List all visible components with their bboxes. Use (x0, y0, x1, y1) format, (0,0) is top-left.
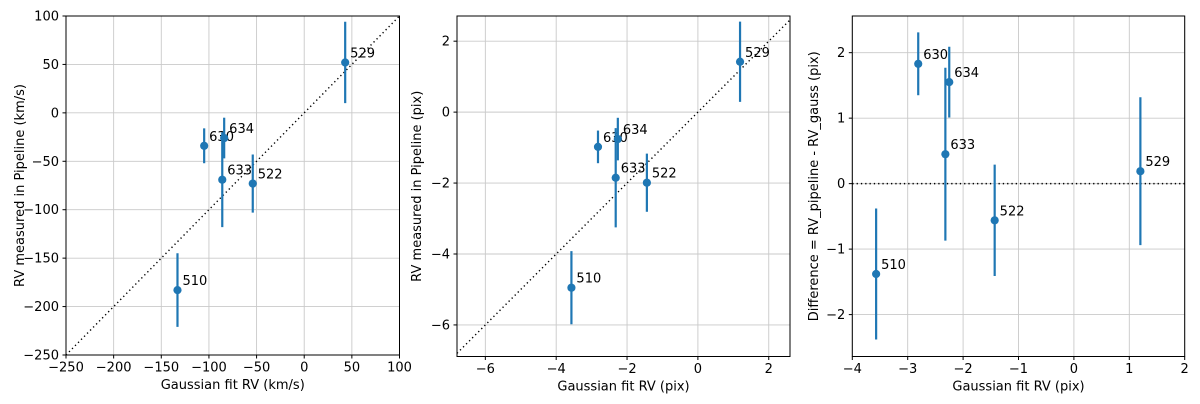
y-tick-label: 100 (34, 10, 59, 25)
point-label-522: 522 (652, 167, 677, 182)
point-label-529: 529 (1145, 155, 1170, 170)
point-label-529: 529 (350, 46, 375, 61)
data-point-630 (914, 59, 923, 68)
y-tick-label: −200 (23, 300, 59, 315)
x-tick-label: −2 (954, 362, 973, 377)
point-label-630: 630 (923, 48, 948, 63)
y-tick-label: −1 (826, 243, 845, 258)
x-tick-label: −4 (843, 362, 862, 377)
point-label-633: 633 (950, 138, 975, 153)
y-tick-label: 0 (837, 177, 845, 192)
data-point-529 (735, 57, 745, 66)
x-axis-label: Gaussian fit RV (pix) (557, 380, 689, 395)
data-point-529 (1136, 167, 1145, 176)
x-tick-label: −100 (191, 361, 227, 376)
x-tick-label: 2 (765, 362, 773, 377)
y-tick-label: −2 (431, 177, 450, 192)
y-axis-label: RV measured in Pipeline (km/s) (13, 84, 28, 287)
point-label-633: 633 (227, 164, 252, 179)
y-tick-label: −100 (23, 203, 59, 218)
x-tick-label: −150 (143, 361, 179, 376)
subplot-2: −6 −4 −2 0 2 −6 −4 −2 0 2 Gaussian fit RV (pix) RV … (410, 15, 791, 395)
y-tick-label: 2 (837, 46, 845, 61)
subplot-3: −4 −3 −2 −1 0 1 2 −2 −1 0 1 2 Gaussian fit RV (pix) D… (807, 15, 1189, 395)
x-axis-label: Gaussian fit RV (pix) (952, 380, 1084, 395)
x-tick-label: −2 (617, 362, 636, 377)
identity-line (65, 15, 400, 356)
x-tick-label: 0 (694, 362, 702, 377)
x-tick-label: 0 (300, 361, 308, 376)
data-point-522 (990, 216, 999, 225)
axes-frame (456, 15, 791, 357)
data-point-633 (218, 175, 227, 184)
point-label-634: 634 (623, 123, 648, 138)
point-label-522: 522 (258, 168, 283, 183)
data-point-522 (248, 179, 257, 188)
y-tick-label: −250 (23, 349, 59, 364)
point-label-633: 633 (621, 162, 646, 177)
data-point-522 (642, 178, 651, 187)
data-point-529 (341, 58, 350, 67)
point-label-529: 529 (745, 46, 770, 61)
data-point-630 (593, 142, 603, 151)
data-point-630 (200, 141, 209, 150)
x-tick-label: −200 (96, 361, 132, 376)
data-point-510 (173, 286, 182, 295)
y-tick-label: −4 (431, 247, 450, 262)
y-tick-label: −6 (431, 318, 450, 333)
data-point-634 (945, 78, 954, 87)
x-axis-label: Gaussian fit RV (km/s) (161, 378, 305, 393)
data-point-510 (872, 269, 881, 279)
y-tick-label: −50 (32, 155, 59, 170)
x-tick-label: 100 (387, 361, 412, 376)
point-label-634: 634 (954, 66, 979, 81)
x-tick-label: −3 (898, 362, 917, 377)
data-point-634 (613, 134, 622, 144)
data-point-633 (611, 173, 620, 182)
x-tick-label: −50 (243, 361, 270, 376)
data-point-634 (220, 133, 229, 143)
point-label-522: 522 (1000, 204, 1025, 219)
y-tick-label: 0 (442, 106, 450, 121)
y-axis-label: RV measured in Pipeline (pix) (410, 91, 425, 282)
x-tick-label: −1 (1009, 362, 1028, 377)
x-tick-label: −250 (48, 361, 84, 376)
axes-frame (65, 15, 400, 356)
point-label-510: 510 (576, 272, 601, 287)
point-label-634: 634 (229, 122, 254, 137)
x-tick-label: −6 (476, 362, 495, 377)
data-point-510 (567, 283, 576, 292)
y-axis-label: Difference = RV_pipeline - RV_gauss (pix… (807, 51, 822, 321)
x-tick-label: 50 (344, 361, 361, 376)
x-tick-label: 1 (1125, 362, 1133, 377)
point-label-510: 510 (881, 258, 906, 273)
y-tick-label: 2 (442, 35, 450, 50)
identity-line (456, 19, 791, 354)
y-tick-label: 0 (51, 106, 59, 121)
x-tick-label: 2 (1181, 362, 1189, 377)
x-tick-label: −4 (547, 362, 566, 377)
data-point-633 (941, 150, 950, 159)
x-tick-label: 0 (1070, 362, 1078, 377)
y-tick-label: −2 (826, 308, 845, 323)
y-tick-label: 50 (42, 58, 59, 73)
point-label-510: 510 (182, 274, 207, 289)
y-tick-label: 1 (837, 112, 845, 127)
y-tick-label: −150 (23, 252, 59, 267)
subplot-1: −250 −200 −150 −100 −50 0 50 100 −250 −200 −150 −10… (13, 10, 412, 394)
